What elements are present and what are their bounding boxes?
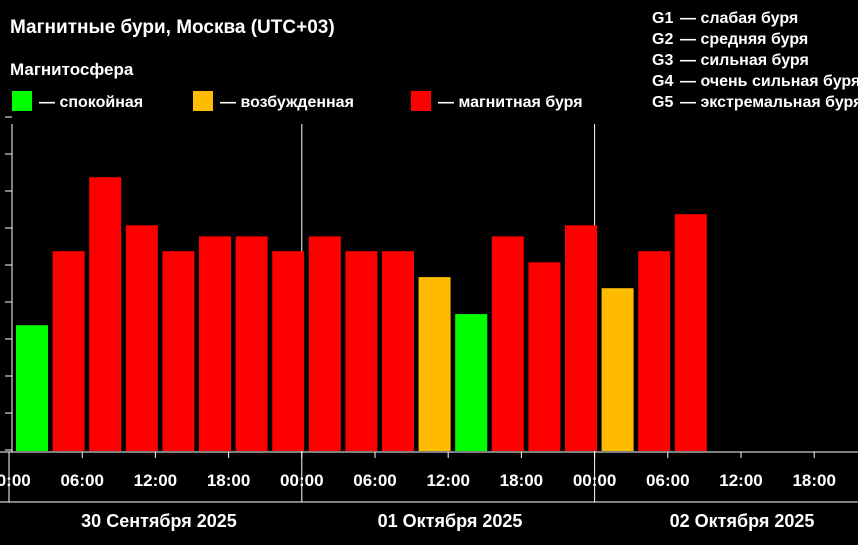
x-tick-label: 18:00 (500, 471, 543, 490)
legend-swatch (411, 91, 431, 111)
storm-level-label: — средняя буря (680, 31, 808, 48)
bar (272, 251, 305, 451)
bar (528, 262, 561, 451)
x-tick-label: 00:00 (573, 471, 616, 490)
legend-swatch (12, 91, 32, 111)
day-label: 30 Сентября 2025 (81, 511, 237, 531)
x-tick-label: 00:00 (280, 471, 323, 490)
x-tick-label: 06:00 (353, 471, 396, 490)
bar (382, 251, 414, 451)
legend-label: — магнитная буря (438, 94, 583, 111)
storm-level-label: — очень сильная буря (680, 73, 858, 90)
x-tick-label: 06:00 (60, 471, 103, 490)
bar (125, 225, 158, 451)
x-tick-label: 06:00 (646, 471, 689, 490)
bars (16, 177, 707, 451)
legend-item: — спокойная (12, 91, 143, 111)
day-label: 01 Октября 2025 (378, 511, 523, 531)
storm-scale-item: G2 — средняя буря (652, 31, 808, 48)
storm-level: G3 (652, 52, 673, 69)
bar (199, 236, 231, 451)
bar (89, 177, 122, 451)
storm-level-label: — сильная буря (680, 52, 809, 69)
x-tick-label: 12:00 (134, 471, 177, 490)
bar (162, 251, 195, 451)
storm-level: G1 (652, 10, 673, 27)
storm-level: G5 (652, 94, 673, 111)
storm-scale-item: G1 — слабая буря (652, 10, 798, 27)
storm-level: G2 (652, 31, 673, 48)
legend-item: — магнитная буря (411, 91, 583, 111)
storm-level-label: — экстремальная буря (680, 94, 858, 111)
bar (638, 251, 671, 451)
day-label: 02 Октября 2025 (670, 511, 815, 531)
bar (674, 214, 707, 451)
bar (418, 277, 451, 451)
legend-item: — возбужденная (193, 91, 354, 111)
legend: — спокойная — возбужденная — магнитная бур… (12, 91, 583, 111)
x-tick-label: 12:00 (719, 471, 762, 490)
bar (235, 236, 268, 451)
x-tick-label: 00:00 (0, 471, 31, 490)
storm-scale-item: G3 — сильная буря (652, 52, 809, 69)
storm-scale-item: G4 — очень сильная буря (652, 73, 858, 90)
bar (52, 251, 85, 451)
bar (16, 325, 48, 451)
legend-title: Магнитосфера (10, 60, 134, 79)
x-tick-label: 18:00 (792, 471, 835, 490)
bar (565, 225, 597, 451)
day-labels: 30 Сентября 2025 01 Октября 2025 02 Октябр… (81, 511, 814, 531)
x-tick-label: 18:00 (207, 471, 250, 490)
chart-title: Магнитные бури, Москва (UTC+03) (10, 17, 335, 38)
bar (455, 314, 488, 451)
storm-scale-legend: G1 — слабая буря G2 — средняя буря G3 — сильн… (652, 10, 858, 111)
legend-label: — спокойная (39, 94, 143, 111)
x-tick-label: 12:00 (426, 471, 469, 490)
legend-swatch (193, 91, 213, 111)
legend-label: — возбужденная (220, 94, 354, 111)
storm-level: G4 (652, 73, 673, 90)
bar (601, 288, 634, 451)
bar (308, 236, 341, 451)
x-tick-labels: 00:00 06:00 12:00 18:00 00:00 06:00 12:00 18:00… (0, 471, 836, 490)
bar (491, 236, 524, 451)
bar (345, 251, 378, 451)
storm-scale-item: G5 — экстремальная буря (652, 94, 858, 111)
storm-level-label: — слабая буря (680, 10, 798, 27)
